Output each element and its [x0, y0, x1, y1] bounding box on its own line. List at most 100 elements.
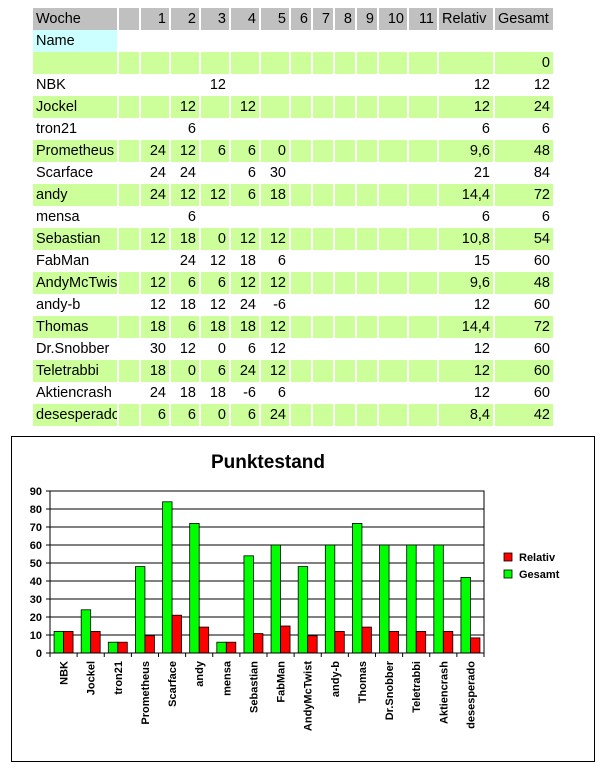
week-score	[379, 140, 409, 162]
week-score	[357, 140, 379, 162]
x-tick-label: NBK	[59, 661, 71, 685]
week-score	[379, 162, 409, 184]
relativ-value: 9,6	[439, 140, 495, 162]
column-header-woche: Woche	[33, 8, 119, 30]
week-score	[201, 162, 231, 184]
week-score	[357, 338, 379, 360]
week-score	[357, 360, 379, 382]
week-score	[409, 382, 439, 404]
week-score: 24	[171, 250, 201, 272]
week-score	[231, 74, 261, 96]
player-name: NBK	[33, 74, 119, 96]
week-score	[335, 162, 357, 184]
week-score	[409, 316, 439, 338]
week-score: 0	[261, 140, 291, 162]
week-score: 24	[141, 382, 171, 404]
bar-relativ	[470, 637, 481, 654]
week-score: 6	[171, 316, 201, 338]
player-name: Prometheus	[33, 140, 119, 162]
week-score	[335, 206, 357, 228]
relativ-value: 12	[439, 360, 495, 382]
bar-relativ	[90, 630, 101, 654]
week-score: 12	[171, 338, 201, 360]
bar-relativ	[415, 630, 427, 654]
player-name: Thomas	[33, 316, 119, 338]
week-score: 6	[171, 206, 201, 228]
player-name: Teletrabbi	[33, 360, 119, 382]
week-score	[335, 382, 357, 404]
empty-cell	[439, 52, 495, 74]
bar-gesamt	[352, 523, 363, 654]
column-header: 3	[201, 8, 231, 30]
week-score	[357, 74, 379, 96]
week-score: 12	[141, 294, 171, 316]
gesamt-value: 42	[495, 404, 555, 426]
week-score	[141, 206, 171, 228]
week-score	[141, 96, 171, 118]
week-score	[291, 382, 313, 404]
week-score	[313, 360, 335, 382]
week-score: 12	[141, 228, 171, 250]
table-row: Thomas 18 6 18 18 12 14,4 72	[33, 316, 555, 338]
table-row: Scarface 24 24 6 30 21 84	[33, 162, 555, 184]
empty-cell	[119, 404, 141, 426]
column-header: 4	[231, 8, 261, 30]
table-row: Jockel 12 12 12 24	[33, 96, 555, 118]
week-score: 6	[171, 272, 201, 294]
week-score: 24	[141, 140, 171, 162]
gesamt-value: 48	[495, 272, 555, 294]
empty-cell	[379, 30, 409, 52]
week-score	[379, 404, 409, 426]
gesamt-value: 60	[495, 360, 555, 382]
empty-cell	[201, 52, 231, 74]
chart-title: Punktestand	[211, 452, 325, 473]
column-header: Relativ	[439, 8, 495, 30]
week-score	[357, 382, 379, 404]
week-score: -6	[231, 382, 261, 404]
empty-cell	[119, 162, 141, 184]
bar-gesamt	[189, 523, 200, 654]
week-score	[231, 118, 261, 140]
week-score	[261, 206, 291, 228]
empty-cell	[313, 52, 335, 74]
gesamt-value: 24	[495, 96, 555, 118]
column-header: 2	[171, 8, 201, 30]
week-score	[409, 96, 439, 118]
week-score	[379, 118, 409, 140]
bar-gesamt	[406, 544, 417, 654]
empty-cell	[119, 96, 141, 118]
week-score: 12	[231, 272, 261, 294]
empty-cell	[119, 140, 141, 162]
bar-gesamt	[53, 630, 64, 654]
empty-cell	[357, 52, 379, 74]
week-score: 18	[141, 360, 171, 382]
week-score	[357, 294, 379, 316]
bar-gesamt	[379, 544, 390, 654]
week-score	[291, 140, 313, 162]
empty-cell	[141, 30, 171, 52]
week-score	[335, 184, 357, 206]
week-score	[379, 250, 409, 272]
gesamt-value: 60	[495, 338, 555, 360]
week-score	[313, 184, 335, 206]
week-score	[313, 96, 335, 118]
week-score	[141, 74, 171, 96]
week-score	[313, 74, 335, 96]
gesamt-value: 84	[495, 162, 555, 184]
week-score: 12	[141, 272, 171, 294]
week-score: 24	[141, 162, 171, 184]
gesamt-value: 72	[495, 184, 555, 206]
empty-cell	[119, 184, 141, 206]
week-score	[201, 206, 231, 228]
week-score: 30	[141, 338, 171, 360]
week-score	[313, 404, 335, 426]
week-score: 12	[231, 228, 261, 250]
week-score	[409, 184, 439, 206]
week-score: 18	[261, 184, 291, 206]
bar-gesamt	[135, 566, 146, 654]
table-row: Teletrabbi 18 0 6 24 12 12 60	[33, 360, 555, 382]
bar-gesamt	[297, 566, 309, 654]
week-score	[409, 118, 439, 140]
week-score: 12	[201, 294, 231, 316]
empty-cell	[335, 30, 357, 52]
